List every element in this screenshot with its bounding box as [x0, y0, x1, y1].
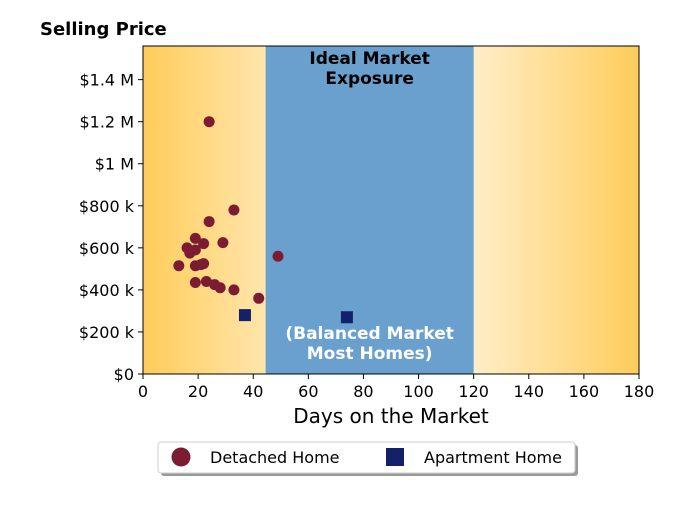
- y-tick-label: $0: [114, 365, 134, 384]
- detached-home-point: [198, 238, 210, 250]
- points-layer: [173, 116, 353, 324]
- x-tick-label: 160: [569, 382, 600, 401]
- legend-box: [157, 441, 576, 474]
- y-tick-label: $400 k: [79, 281, 135, 300]
- detached-home-point: [228, 204, 240, 216]
- plot-frame: [142, 45, 640, 375]
- detached-home-point: [200, 275, 212, 287]
- apartment-home-point: [340, 311, 353, 324]
- detached-home-point: [189, 232, 201, 244]
- legend-marker-apartment: [386, 448, 404, 466]
- band-label-bottom: (Balanced Market Most Homes): [285, 324, 454, 364]
- detached-home-point: [253, 292, 265, 304]
- detached-home-point: [203, 116, 215, 128]
- y-tick-label: $800 k: [79, 197, 135, 216]
- detached-home-point: [272, 250, 284, 262]
- chart-title: Selling Price: [40, 19, 167, 40]
- detached-home-point: [203, 216, 215, 228]
- detached-home-point: [214, 282, 226, 294]
- detached-home-point: [189, 277, 201, 289]
- x-tick-label: 80: [353, 382, 373, 401]
- x-tick-label: 40: [243, 382, 263, 401]
- y-tick-label: $1.2 M: [79, 113, 134, 132]
- bands-layer: Ideal Market Exposure (Balanced Market Most…: [265, 46, 474, 374]
- x-tick-label: 100: [403, 382, 434, 401]
- legend-marker-detached: [171, 447, 191, 467]
- y-axis: $0 $200 k $400 k $600 k $800 k $1 M $1.2 M $1.4…: [79, 71, 143, 384]
- y-tick-label: $1 M: [95, 155, 134, 174]
- detached-home-point: [217, 237, 229, 249]
- x-tick-label: 140: [514, 382, 545, 401]
- detached-home-point: [173, 260, 185, 272]
- legend-label: Apartment Home: [424, 448, 562, 467]
- detached-home-point: [189, 244, 201, 256]
- x-tick-label: 0: [138, 382, 148, 401]
- x-tick-label: 60: [298, 382, 318, 401]
- y-tick-label: $1.4 M: [79, 71, 134, 90]
- x-axis: 0 20 40 60 80 100 120 140 160 180: [138, 374, 654, 401]
- y-tick-label: $200 k: [79, 323, 135, 342]
- legend: Detached Home Apartment Home: [157, 441, 578, 476]
- x-tick-label: 20: [188, 382, 208, 401]
- legend-label: Detached Home: [210, 448, 340, 467]
- band-label-top: Ideal Market Exposure: [309, 49, 430, 89]
- detached-home-point: [228, 284, 240, 296]
- x-tick-label: 180: [624, 382, 655, 401]
- x-axis-label: Days on the Market: [293, 404, 489, 428]
- x-tick-label: 120: [458, 382, 489, 401]
- detached-home-point: [198, 258, 210, 270]
- apartment-home-point: [238, 309, 251, 322]
- ideal-exposure-band: [265, 46, 474, 374]
- y-tick-label: $600 k: [79, 239, 135, 258]
